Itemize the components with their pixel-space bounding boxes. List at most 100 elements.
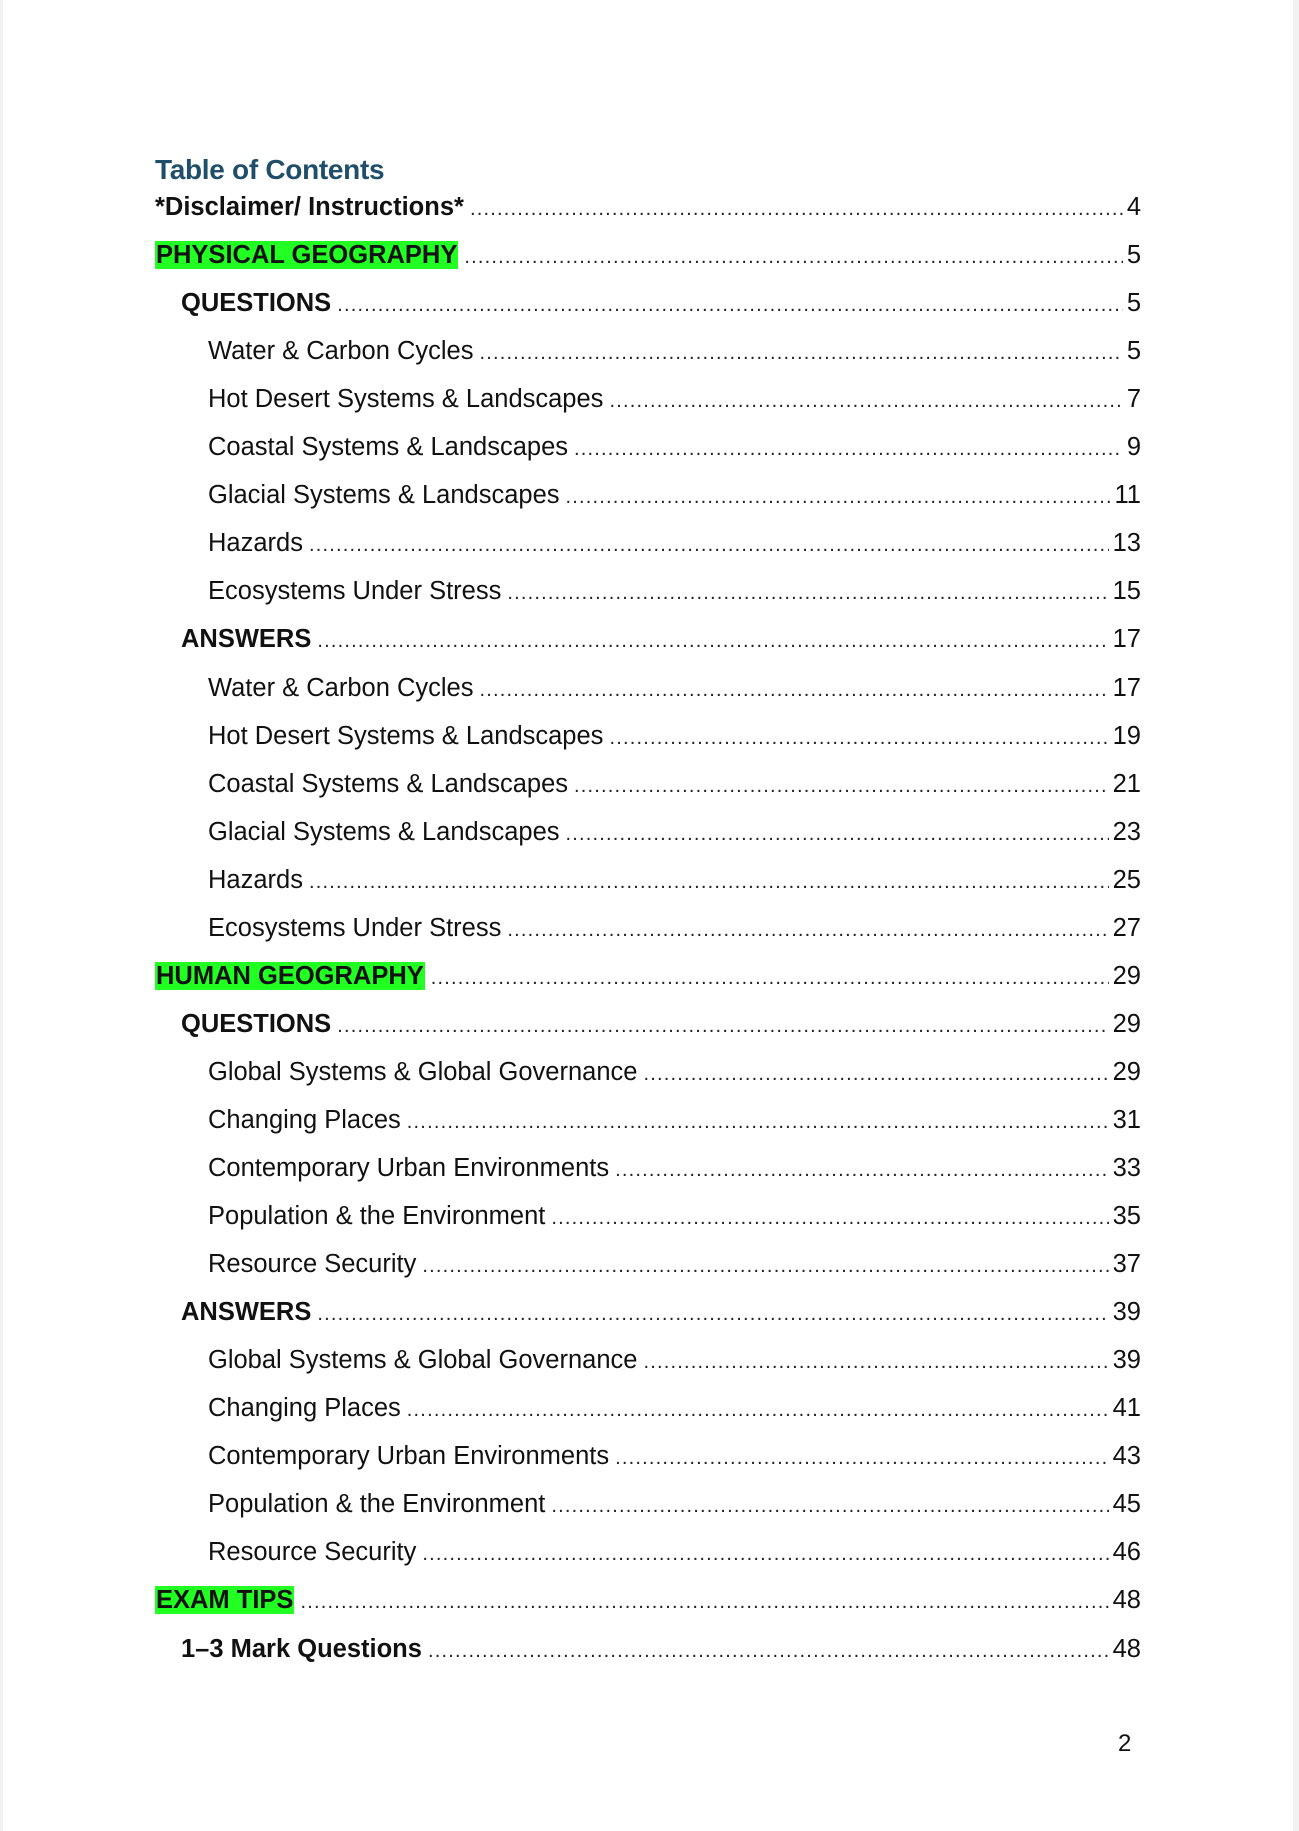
toc-entry-label: ANSWERS bbox=[181, 1298, 317, 1327]
toc-entry[interactable]: Coastal Systems & Landscapes 21 bbox=[208, 770, 1141, 806]
toc-entry-text: Ecosystems Under Stress bbox=[208, 913, 502, 942]
toc-entry[interactable]: Hazards 25 bbox=[208, 866, 1141, 902]
toc-entry-page: 39 bbox=[1112, 1346, 1141, 1375]
dot-leader bbox=[407, 1399, 1109, 1422]
toc-entry-text: Glacial Systems & Landscapes bbox=[208, 817, 560, 846]
dot-leader bbox=[643, 1351, 1108, 1374]
dot-leader bbox=[479, 679, 1108, 702]
toc-entry-text: Contemporary Urban Environments bbox=[208, 1442, 610, 1471]
toc-entry-label: Global Systems & Global Governance bbox=[208, 1346, 643, 1375]
toc-entry-page: 46 bbox=[1112, 1538, 1141, 1567]
toc-entry-label: Population & the Environment bbox=[208, 1202, 551, 1231]
toc-entry-text: Coastal Systems & Landscapes bbox=[208, 769, 569, 798]
toc-entry-label: Contemporary Urban Environments bbox=[208, 1154, 615, 1183]
toc-entry[interactable]: PHYSICAL GEOGRAPHY 5 bbox=[155, 241, 1141, 277]
toc-entry[interactable]: Hot Desert Systems & Landscapes 19 bbox=[208, 722, 1141, 758]
dot-leader bbox=[643, 1063, 1108, 1086]
toc-entry-text: Changing Places bbox=[208, 1394, 401, 1423]
toc-entry-label: Contemporary Urban Environments bbox=[208, 1442, 615, 1471]
dot-leader bbox=[615, 1159, 1109, 1182]
toc-entry[interactable]: *Disclaimer/ Instructions* 4 bbox=[155, 193, 1141, 229]
toc-entry-page: 17 bbox=[1112, 625, 1141, 654]
toc-entry[interactable]: Contemporary Urban Environments 43 bbox=[208, 1442, 1141, 1478]
toc-entry-label: Changing Places bbox=[208, 1106, 407, 1135]
toc-entry-text: Resource Security bbox=[208, 1538, 417, 1567]
toc-entry-page: 35 bbox=[1112, 1202, 1141, 1231]
toc-entry-text: Ecosystems Under Stress bbox=[208, 577, 502, 606]
toc-entry[interactable]: Changing Places 41 bbox=[208, 1394, 1141, 1430]
toc-entry[interactable]: HUMAN GEOGRAPHY 29 bbox=[155, 961, 1141, 998]
toc-entry-page: 48 bbox=[1112, 1634, 1141, 1663]
toc-entry-page: 4 bbox=[1126, 193, 1141, 221]
toc-entry-page: 33 bbox=[1112, 1154, 1141, 1182]
dot-leader bbox=[337, 1015, 1108, 1038]
toc-entry[interactable]: Global Systems & Global Governance 39 bbox=[208, 1346, 1141, 1382]
toc-entry[interactable]: QUESTIONS 29 bbox=[181, 1010, 1141, 1046]
toc-entry[interactable]: Changing Places 31 bbox=[208, 1106, 1141, 1142]
toc-entry-page: 29 bbox=[1112, 1057, 1141, 1086]
toc-entry-label: 1–3 Mark Questions bbox=[181, 1635, 428, 1664]
toc-entry-page: 7 bbox=[1126, 385, 1141, 414]
toc-entry-label: Resource Security bbox=[208, 1538, 422, 1567]
toc-entry-text: Hazards bbox=[208, 865, 303, 894]
toc-entry-page: 43 bbox=[1112, 1442, 1141, 1471]
toc-entry-text: PHYSICAL GEOGRAPHY bbox=[155, 241, 459, 270]
toc-entry-page: 27 bbox=[1112, 913, 1141, 942]
toc-entry[interactable]: Coastal Systems & Landscapes 9 bbox=[208, 433, 1141, 469]
toc-entry[interactable]: Resource Security 37 bbox=[208, 1250, 1141, 1286]
toc-entry-label: QUESTIONS bbox=[181, 1010, 337, 1039]
toc-entry-text: Water & Carbon Cycles bbox=[208, 337, 474, 366]
toc-entry-text: Hazards bbox=[208, 529, 303, 558]
toc-entry-label: ANSWERS bbox=[181, 625, 317, 654]
dot-leader bbox=[428, 1640, 1109, 1663]
dot-leader bbox=[507, 919, 1108, 942]
toc-entry-page: 48 bbox=[1112, 1586, 1141, 1615]
toc-entry-text: Water & Carbon Cycles bbox=[208, 673, 474, 702]
toc-entry-page: 39 bbox=[1112, 1298, 1141, 1327]
toc-entry[interactable]: Hot Desert Systems & Landscapes 7 bbox=[208, 385, 1141, 421]
toc-entry[interactable]: 1–3 Mark Questions 48 bbox=[181, 1635, 1141, 1671]
toc-entry-page: 5 bbox=[1126, 241, 1141, 270]
toc-entry-text: 1–3 Mark Questions bbox=[181, 1634, 422, 1663]
toc-entry-text: Population & the Environment bbox=[208, 1202, 546, 1231]
toc-entry-text: *Disclaimer/ Instructions* bbox=[155, 193, 464, 221]
toc-entry-label: Resource Security bbox=[208, 1250, 422, 1279]
toc-entry-text: QUESTIONS bbox=[181, 1009, 332, 1038]
toc-entry[interactable]: Hazards 13 bbox=[208, 529, 1141, 565]
toc-entry-page: 21 bbox=[1112, 769, 1141, 798]
toc-entry[interactable]: EXAM TIPS 48 bbox=[155, 1586, 1141, 1622]
toc-entry-text: Hot Desert Systems & Landscapes bbox=[208, 385, 604, 414]
toc-entry[interactable]: Resource Security 46 bbox=[208, 1538, 1141, 1574]
dot-leader bbox=[337, 294, 1123, 317]
dot-leader bbox=[551, 1207, 1108, 1230]
toc-entry[interactable]: Ecosystems Under Stress 27 bbox=[208, 914, 1141, 950]
toc-entry[interactable]: Water & Carbon Cycles 5 bbox=[208, 337, 1141, 373]
toc-entry[interactable]: Glacial Systems & Landscapes 11 bbox=[208, 481, 1141, 517]
dot-leader bbox=[615, 1447, 1109, 1470]
toc-entry[interactable]: Ecosystems Under Stress 15 bbox=[208, 577, 1141, 613]
toc-entry[interactable]: Population & the Environment 35 bbox=[208, 1202, 1141, 1238]
toc-entry[interactable]: QUESTIONS 5 bbox=[181, 289, 1141, 325]
toc-entry[interactable]: Global Systems & Global Governance 29 bbox=[208, 1058, 1141, 1094]
toc-entry-page: 19 bbox=[1112, 721, 1141, 750]
toc-entry[interactable]: ANSWERS 17 bbox=[181, 625, 1141, 661]
dot-leader bbox=[422, 1543, 1108, 1566]
toc-title: Table of Contents bbox=[155, 154, 385, 185]
toc-entry[interactable]: Population & the Environment 45 bbox=[208, 1490, 1141, 1526]
toc-entry[interactable]: Glacial Systems & Landscapes 23 bbox=[208, 818, 1141, 854]
toc-entry-label: Hazards bbox=[208, 529, 309, 558]
toc-entry-page: 31 bbox=[1112, 1105, 1141, 1134]
document-page: Table of Contents *Disclaimer/ Instructi… bbox=[3, 0, 1293, 1831]
toc-entry-label: Glacial Systems & Landscapes bbox=[208, 818, 566, 847]
dot-leader bbox=[309, 871, 1109, 894]
toc-entry-page: 25 bbox=[1112, 865, 1141, 894]
dot-leader bbox=[479, 342, 1122, 365]
toc-entry-label: Coastal Systems & Landscapes bbox=[208, 433, 574, 462]
toc-entry[interactable]: Water & Carbon Cycles 17 bbox=[208, 674, 1141, 710]
toc-entry-page: 29 bbox=[1112, 961, 1141, 990]
toc-entry[interactable]: ANSWERS 39 bbox=[181, 1298, 1141, 1334]
toc-entry-text: Contemporary Urban Environments bbox=[208, 1154, 610, 1182]
toc-entry-text: Changing Places bbox=[208, 1105, 401, 1134]
dot-leader bbox=[317, 1303, 1108, 1326]
toc-entry[interactable]: Contemporary Urban Environments 33 bbox=[208, 1154, 1141, 1190]
